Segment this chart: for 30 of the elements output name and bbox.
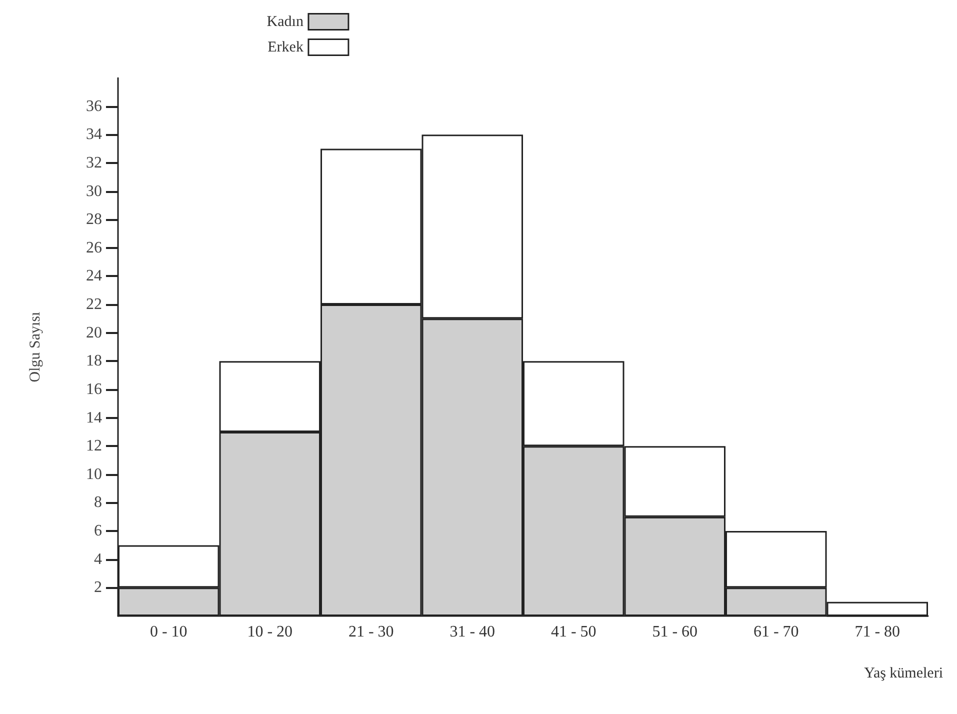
y-tick-label: 30 xyxy=(86,182,102,200)
y-tick-label: 32 xyxy=(86,154,102,172)
y-tick-label: 16 xyxy=(86,380,102,398)
y-tick-label: 14 xyxy=(86,409,102,426)
x-tick-label: 51 - 60 xyxy=(652,624,698,640)
legend-label: Erkek xyxy=(268,39,304,56)
legend-label: Kadın xyxy=(266,14,304,30)
y-tick-label: 36 xyxy=(86,98,102,115)
y-tick-label: 26 xyxy=(86,239,102,256)
x-tick-label: 10 - 20 xyxy=(247,624,293,640)
y-tick-label: 8 xyxy=(94,494,102,512)
x-axis-title: Yaş kümeleri xyxy=(864,666,943,682)
y-tick-label: 24 xyxy=(86,268,102,285)
x-tick-label: 21 - 30 xyxy=(348,624,394,640)
x-tick-label: 61 - 70 xyxy=(753,624,799,640)
y-tick-label: 2 xyxy=(94,579,102,596)
y-tick-label: 10 xyxy=(86,466,102,483)
x-tick-label: 0 - 10 xyxy=(150,624,188,640)
y-tick-label: 18 xyxy=(86,352,102,370)
x-tick-label: 41 - 50 xyxy=(550,624,596,640)
y-tick-label: 4 xyxy=(94,550,102,568)
y-tick-label: 20 xyxy=(86,324,102,342)
y-tick-label: 34 xyxy=(86,126,102,144)
y-tick-label: 6 xyxy=(94,522,102,540)
x-tick-label: 71 - 80 xyxy=(854,624,900,640)
y-tick-label: 22 xyxy=(86,296,102,314)
y-axis-title: Olgu Sayısı xyxy=(28,312,44,382)
x-tick-label: 31 - 40 xyxy=(450,624,496,640)
y-tick-label: 12 xyxy=(86,438,102,455)
y-tick-label: 28 xyxy=(86,211,102,228)
